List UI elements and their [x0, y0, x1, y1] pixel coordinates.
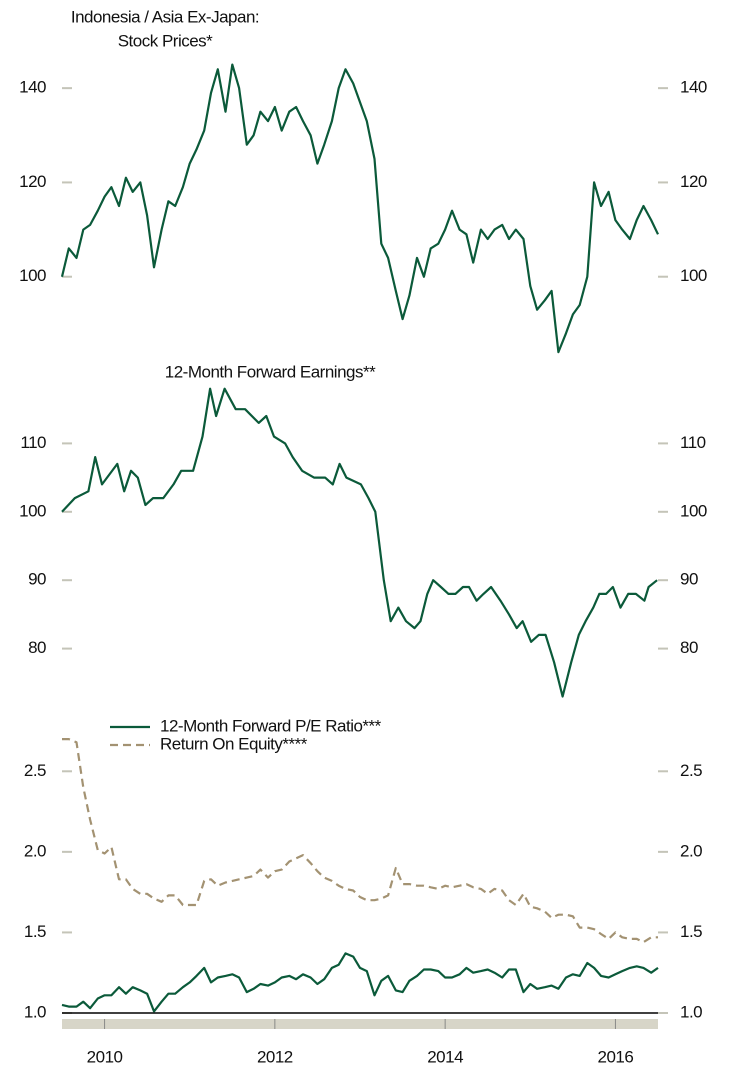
y-tick-label: 140 [19, 78, 46, 97]
data-line [61, 952, 659, 1013]
x-tick-label: 2012 [257, 1047, 293, 1066]
y-tick-label: 1.5 [24, 922, 46, 941]
y-tick-label: 1.0 [24, 1002, 46, 1021]
legend-label: 12-Month Forward P/E Ratio*** [160, 716, 382, 735]
y-tick-label-right: 2.5 [680, 761, 702, 780]
y-tick-label: 90 [28, 570, 46, 589]
data-line [61, 387, 658, 698]
x-axis-band [62, 1019, 658, 1029]
y-tick-label-right: 100 [680, 266, 707, 285]
y-tick-label: 2.5 [24, 761, 46, 780]
chart-title: Indonesia / Asia Ex-Japan: [71, 7, 259, 26]
chart-title: 12-Month Forward Earnings** [165, 362, 376, 381]
y-tick-label-right: 140 [680, 78, 707, 97]
y-tick-label-right: 80 [680, 638, 698, 657]
y-tick-label: 110 [20, 433, 46, 452]
y-tick-label: 100 [19, 266, 46, 285]
legend-label: Return On Equity**** [160, 734, 308, 753]
x-tick-label: 2014 [427, 1047, 463, 1066]
chart-title: Stock Prices* [118, 31, 213, 50]
data-line [62, 738, 658, 944]
y-tick-label: 120 [19, 172, 46, 191]
y-tick-label-right: 1.5 [680, 922, 702, 941]
y-tick-label-right: 1.0 [680, 1002, 702, 1021]
y-tick-label-right: 90 [680, 570, 698, 589]
y-tick-label: 100 [19, 501, 46, 520]
y-tick-label: 80 [28, 638, 46, 657]
x-tick-label: 2010 [87, 1047, 123, 1066]
y-tick-label-right: 120 [680, 172, 707, 191]
y-tick-label-right: 110 [680, 433, 706, 452]
y-tick-label-right: 100 [680, 501, 707, 520]
y-tick-label-right: 2.0 [680, 841, 702, 860]
y-tick-label: 2.0 [24, 841, 46, 860]
x-tick-label: 2016 [598, 1047, 634, 1066]
data-line [60, 63, 659, 354]
